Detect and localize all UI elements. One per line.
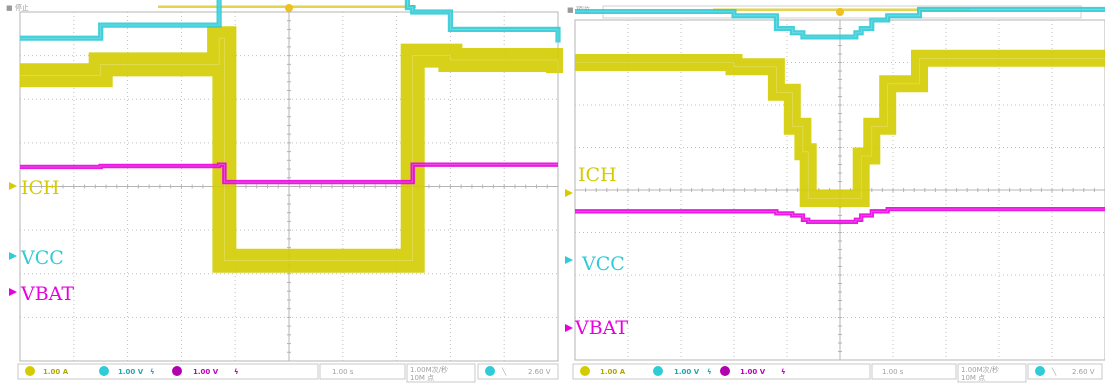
ch3-bw-icon: ϟ bbox=[781, 368, 786, 376]
ch2-label: VCC bbox=[565, 253, 625, 275]
trigger-source-icon bbox=[1035, 366, 1045, 376]
footer-readout: 1.00 A 1.00 V ϟ 1.00 V ϟ 1.00 s 1.00M次/秒… bbox=[572, 363, 1103, 383]
ch3-marker bbox=[565, 324, 573, 332]
ch1-label-text: ICH bbox=[578, 164, 617, 186]
trigger-level: 2.60 V bbox=[1072, 368, 1095, 376]
ch2-label-text: VCC bbox=[20, 247, 64, 269]
traces bbox=[20, 0, 570, 273]
ch2-label-text: VCC bbox=[581, 253, 625, 275]
ch1-scale: 1.00 A bbox=[600, 368, 626, 376]
ch1-label: ICH bbox=[565, 164, 617, 197]
ch2-scale-icon bbox=[653, 366, 663, 376]
ch1-label: ICH bbox=[9, 177, 60, 199]
ch3-label-text: VBAT bbox=[574, 317, 628, 339]
ch3-scale-icon bbox=[172, 366, 182, 376]
scope-panel-right: ■ 预览 ICH VCC VBAT 1.00 A 1.00 V ϟ 1. bbox=[563, 0, 1105, 387]
trigger-slope-icon: ╲ bbox=[501, 367, 507, 376]
footer-readout: 1.00 A 1.00 V ϟ 1.00 V ϟ 1.00 s 1.00M次/秒… bbox=[17, 363, 559, 383]
ch3-scale: 1.00 V bbox=[740, 368, 766, 376]
ch1-scale-icon bbox=[25, 366, 35, 376]
ch2-scale: 1.00 V bbox=[118, 368, 144, 376]
trace-vcc bbox=[20, 0, 561, 43]
trace-vbat bbox=[575, 206, 1105, 225]
ch3-scale-icon bbox=[720, 366, 730, 376]
trigger-position-marker bbox=[836, 8, 844, 16]
record-length: 10M 点 bbox=[961, 374, 985, 382]
ch3-scale: 1.00 V bbox=[193, 368, 219, 376]
trace-vbat-noise bbox=[575, 208, 1105, 223]
sample-rate-box bbox=[406, 363, 476, 383]
channel-scale-box bbox=[17, 363, 319, 380]
ch2-marker bbox=[565, 256, 573, 264]
ch3-label: VBAT bbox=[9, 283, 74, 305]
sample-rate: 1.00M次/秒 bbox=[961, 365, 999, 374]
ch3-marker bbox=[9, 288, 17, 296]
trace-ich-noise bbox=[575, 58, 1105, 199]
trace-ich-noise bbox=[20, 37, 559, 261]
record-length: 10M 点 bbox=[410, 374, 434, 382]
timebase-box bbox=[871, 363, 957, 380]
sample-rate-box bbox=[957, 363, 1027, 383]
trigger-box bbox=[477, 363, 559, 380]
ch2-scale: 1.00 V bbox=[674, 368, 700, 376]
ch1-label-text: ICH bbox=[21, 177, 60, 199]
ch2-marker bbox=[9, 252, 17, 260]
ch1-marker bbox=[9, 182, 17, 190]
trigger-position-marker bbox=[285, 4, 293, 12]
timebase-value: 1.00 s bbox=[332, 368, 354, 376]
trigger-slope-icon: ╲ bbox=[1051, 367, 1057, 376]
trace-vbat-noise bbox=[20, 164, 558, 183]
traces bbox=[575, 6, 1105, 225]
ch1-marker bbox=[565, 189, 573, 197]
trigger-source-icon bbox=[485, 366, 495, 376]
trigger-box bbox=[1027, 363, 1103, 380]
ch2-label: VCC bbox=[9, 247, 64, 269]
ch2-scale-icon bbox=[99, 366, 109, 376]
ch3-label: VBAT bbox=[565, 317, 628, 339]
trace-vcc bbox=[575, 6, 1105, 40]
ch2-bw-icon: ϟ bbox=[707, 368, 712, 376]
ch2-bw-icon: ϟ bbox=[150, 368, 155, 376]
ch3-bw-icon: ϟ bbox=[234, 368, 239, 376]
trace-ich bbox=[575, 49, 1105, 207]
ch1-scale-icon bbox=[580, 366, 590, 376]
ch3-label-text: VBAT bbox=[20, 283, 74, 305]
timebase-value: 1.00 s bbox=[882, 368, 904, 376]
sample-rate: 1.00M次/秒 bbox=[410, 365, 448, 374]
trigger-level: 2.60 V bbox=[528, 368, 551, 376]
scope-panel-left: ■ 停止 ICH VCC VBAT 1.00 A 1.00 V ϟ bbox=[6, 0, 570, 383]
trace-ich bbox=[20, 26, 570, 273]
trace-vcc-noise bbox=[575, 9, 1105, 38]
timebase-box bbox=[319, 363, 406, 380]
acquisition-status: ■ 停止 bbox=[6, 3, 29, 12]
trace-vcc-noise bbox=[20, 0, 559, 43]
trace-vbat bbox=[20, 162, 558, 185]
graticule bbox=[574, 19, 1105, 361]
ch1-scale: 1.00 A bbox=[43, 368, 69, 376]
